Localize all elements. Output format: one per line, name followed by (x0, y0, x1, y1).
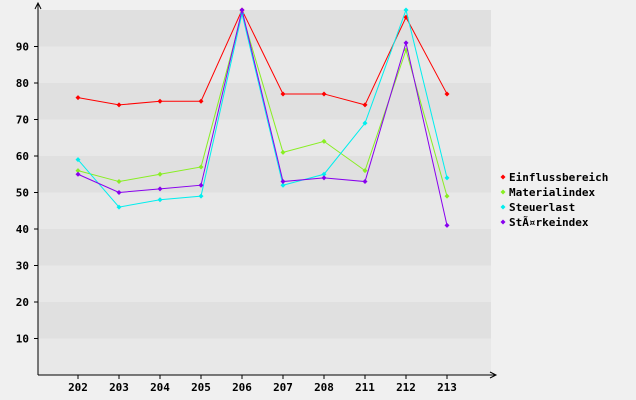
grid-band (38, 265, 491, 302)
data-point (280, 182, 286, 188)
axes (34, 1, 498, 379)
data-point (280, 149, 286, 155)
x-tick-label: 203 (109, 381, 129, 394)
data-point (362, 120, 368, 126)
legend-label: Materialindex (509, 186, 595, 199)
data-point (403, 14, 409, 20)
grid-bands (38, 10, 491, 375)
data-point (444, 222, 450, 228)
data-point (75, 157, 81, 163)
data-point (116, 190, 122, 195)
legend-marker (500, 204, 506, 210)
data-point (198, 164, 204, 170)
y-tick-label: 80 (16, 77, 29, 90)
data-point (280, 91, 286, 97)
grid-band (38, 229, 491, 266)
y-tick-label: 60 (16, 150, 29, 163)
data-point (157, 186, 163, 192)
x-tick-label: 207 (273, 381, 293, 394)
grid-band (38, 192, 491, 229)
data-point (321, 138, 327, 144)
x-tick-label: 206 (232, 381, 252, 394)
y-tick-label: 70 (16, 114, 29, 127)
grid-band (38, 46, 491, 83)
data-point (157, 98, 163, 104)
data-point (157, 197, 163, 203)
legend-label: StÃ¤rkeindex (509, 216, 589, 229)
y-tick-label: 20 (16, 296, 29, 309)
data-point (321, 91, 327, 97)
data-point (362, 102, 368, 108)
series-line (77, 8, 448, 106)
y-tick-label: 10 (16, 333, 29, 346)
data-point (444, 91, 450, 97)
data-point (198, 193, 204, 199)
x-tick-label: 208 (314, 381, 334, 394)
series-line (77, 11, 448, 197)
data-point (444, 193, 450, 199)
legend-label: Einflussbereich (509, 171, 608, 184)
y-tick-label: 30 (16, 260, 29, 273)
legend-label: Steuerlast (509, 201, 575, 214)
y-tick-label: 40 (16, 223, 29, 236)
x-axis-ticks: 202 203 204 205 206 207 208 211 212 213 (68, 375, 457, 394)
data-point (75, 168, 81, 174)
data-point (239, 7, 245, 13)
data-point (362, 168, 368, 174)
grid-band (38, 156, 491, 193)
data-point (403, 7, 409, 13)
legend-marker (500, 174, 506, 180)
data-point (157, 171, 163, 177)
data-point (403, 40, 409, 46)
grid-band (38, 10, 491, 47)
data-point (198, 98, 204, 104)
grid-band (38, 302, 491, 339)
series-line (77, 9, 448, 226)
x-tick-label: 205 (191, 381, 211, 394)
y-axis-ticks: 10 20 30 40 50 60 70 80 90 (16, 41, 38, 346)
data-point (75, 95, 81, 101)
series-group (75, 7, 450, 228)
data-point (444, 175, 450, 181)
series-group (75, 7, 450, 108)
series-lines (75, 7, 450, 228)
x-tick-label: 204 (150, 381, 170, 394)
legend: Einflussbereich Materialindex Steuerlast St… (500, 171, 608, 229)
series-line (77, 8, 448, 208)
y-axis-arrow (34, 1, 42, 10)
series-group (75, 11, 450, 199)
data-point (321, 171, 327, 177)
data-point (321, 175, 327, 181)
grid-band (38, 119, 491, 156)
legend-marker (500, 189, 506, 195)
data-point (198, 182, 204, 188)
y-tick-label: 90 (16, 41, 29, 54)
y-tick-label: 50 (16, 187, 29, 200)
x-tick-label: 211 (355, 381, 375, 394)
data-point (116, 179, 122, 185)
x-tick-label: 213 (437, 381, 457, 394)
data-point (280, 179, 286, 185)
data-point (116, 204, 122, 210)
data-point (75, 171, 81, 177)
x-tick-label: 202 (68, 381, 88, 394)
x-axis-arrow (489, 371, 498, 379)
data-point (362, 179, 368, 185)
data-point (116, 102, 122, 108)
legend-marker (500, 219, 506, 225)
x-tick-label: 212 (396, 381, 416, 394)
grid-band (38, 338, 491, 375)
